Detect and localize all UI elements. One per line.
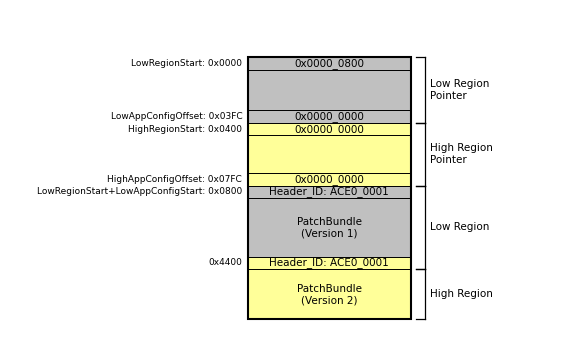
Bar [248,58,411,319]
Text: HighRegionStart: 0x0400: HighRegionStart: 0x0400 [128,125,242,134]
Text: 0x4400: 0x4400 [208,258,242,268]
Text: Low Region
Pointer: Low Region Pointer [430,79,489,101]
Text: 0x0000_0800: 0x0000_0800 [294,58,364,69]
Bar [248,186,411,198]
Text: Low Region: Low Region [430,222,489,232]
Text: 0x0000_0000: 0x0000_0000 [294,174,364,185]
Bar [248,257,411,269]
Text: HighAppConfigOffset: 0x07FC: HighAppConfigOffset: 0x07FC [108,175,242,184]
Bar [248,198,411,257]
Text: 0x0000_0000: 0x0000_0000 [294,111,364,122]
Bar [248,70,411,110]
Text: 0x0000_0000: 0x0000_0000 [294,124,364,135]
Bar [248,123,411,135]
Bar [248,135,411,173]
Text: Header_ID: ACE0_0001: Header_ID: ACE0_0001 [269,186,389,197]
Text: PatchBundle
(Version 2): PatchBundle (Version 2) [296,283,361,305]
Bar [248,173,411,186]
Bar [248,58,411,70]
Text: LowRegionStart+LowAppConfigStart: 0x0800: LowRegionStart+LowAppConfigStart: 0x0800 [37,188,242,196]
Text: High Region: High Region [430,289,493,299]
Text: High Region
Pointer: High Region Pointer [430,143,493,165]
Text: PatchBundle
(Version 1): PatchBundle (Version 1) [296,216,361,238]
Text: LowAppConfigOffset: 0x03FC: LowAppConfigOffset: 0x03FC [110,112,242,121]
Text: LowRegionStart: 0x0000: LowRegionStart: 0x0000 [131,59,242,68]
Bar [248,110,411,123]
Text: Header_ID: ACE0_0001: Header_ID: ACE0_0001 [269,257,389,268]
Bar [248,269,411,319]
